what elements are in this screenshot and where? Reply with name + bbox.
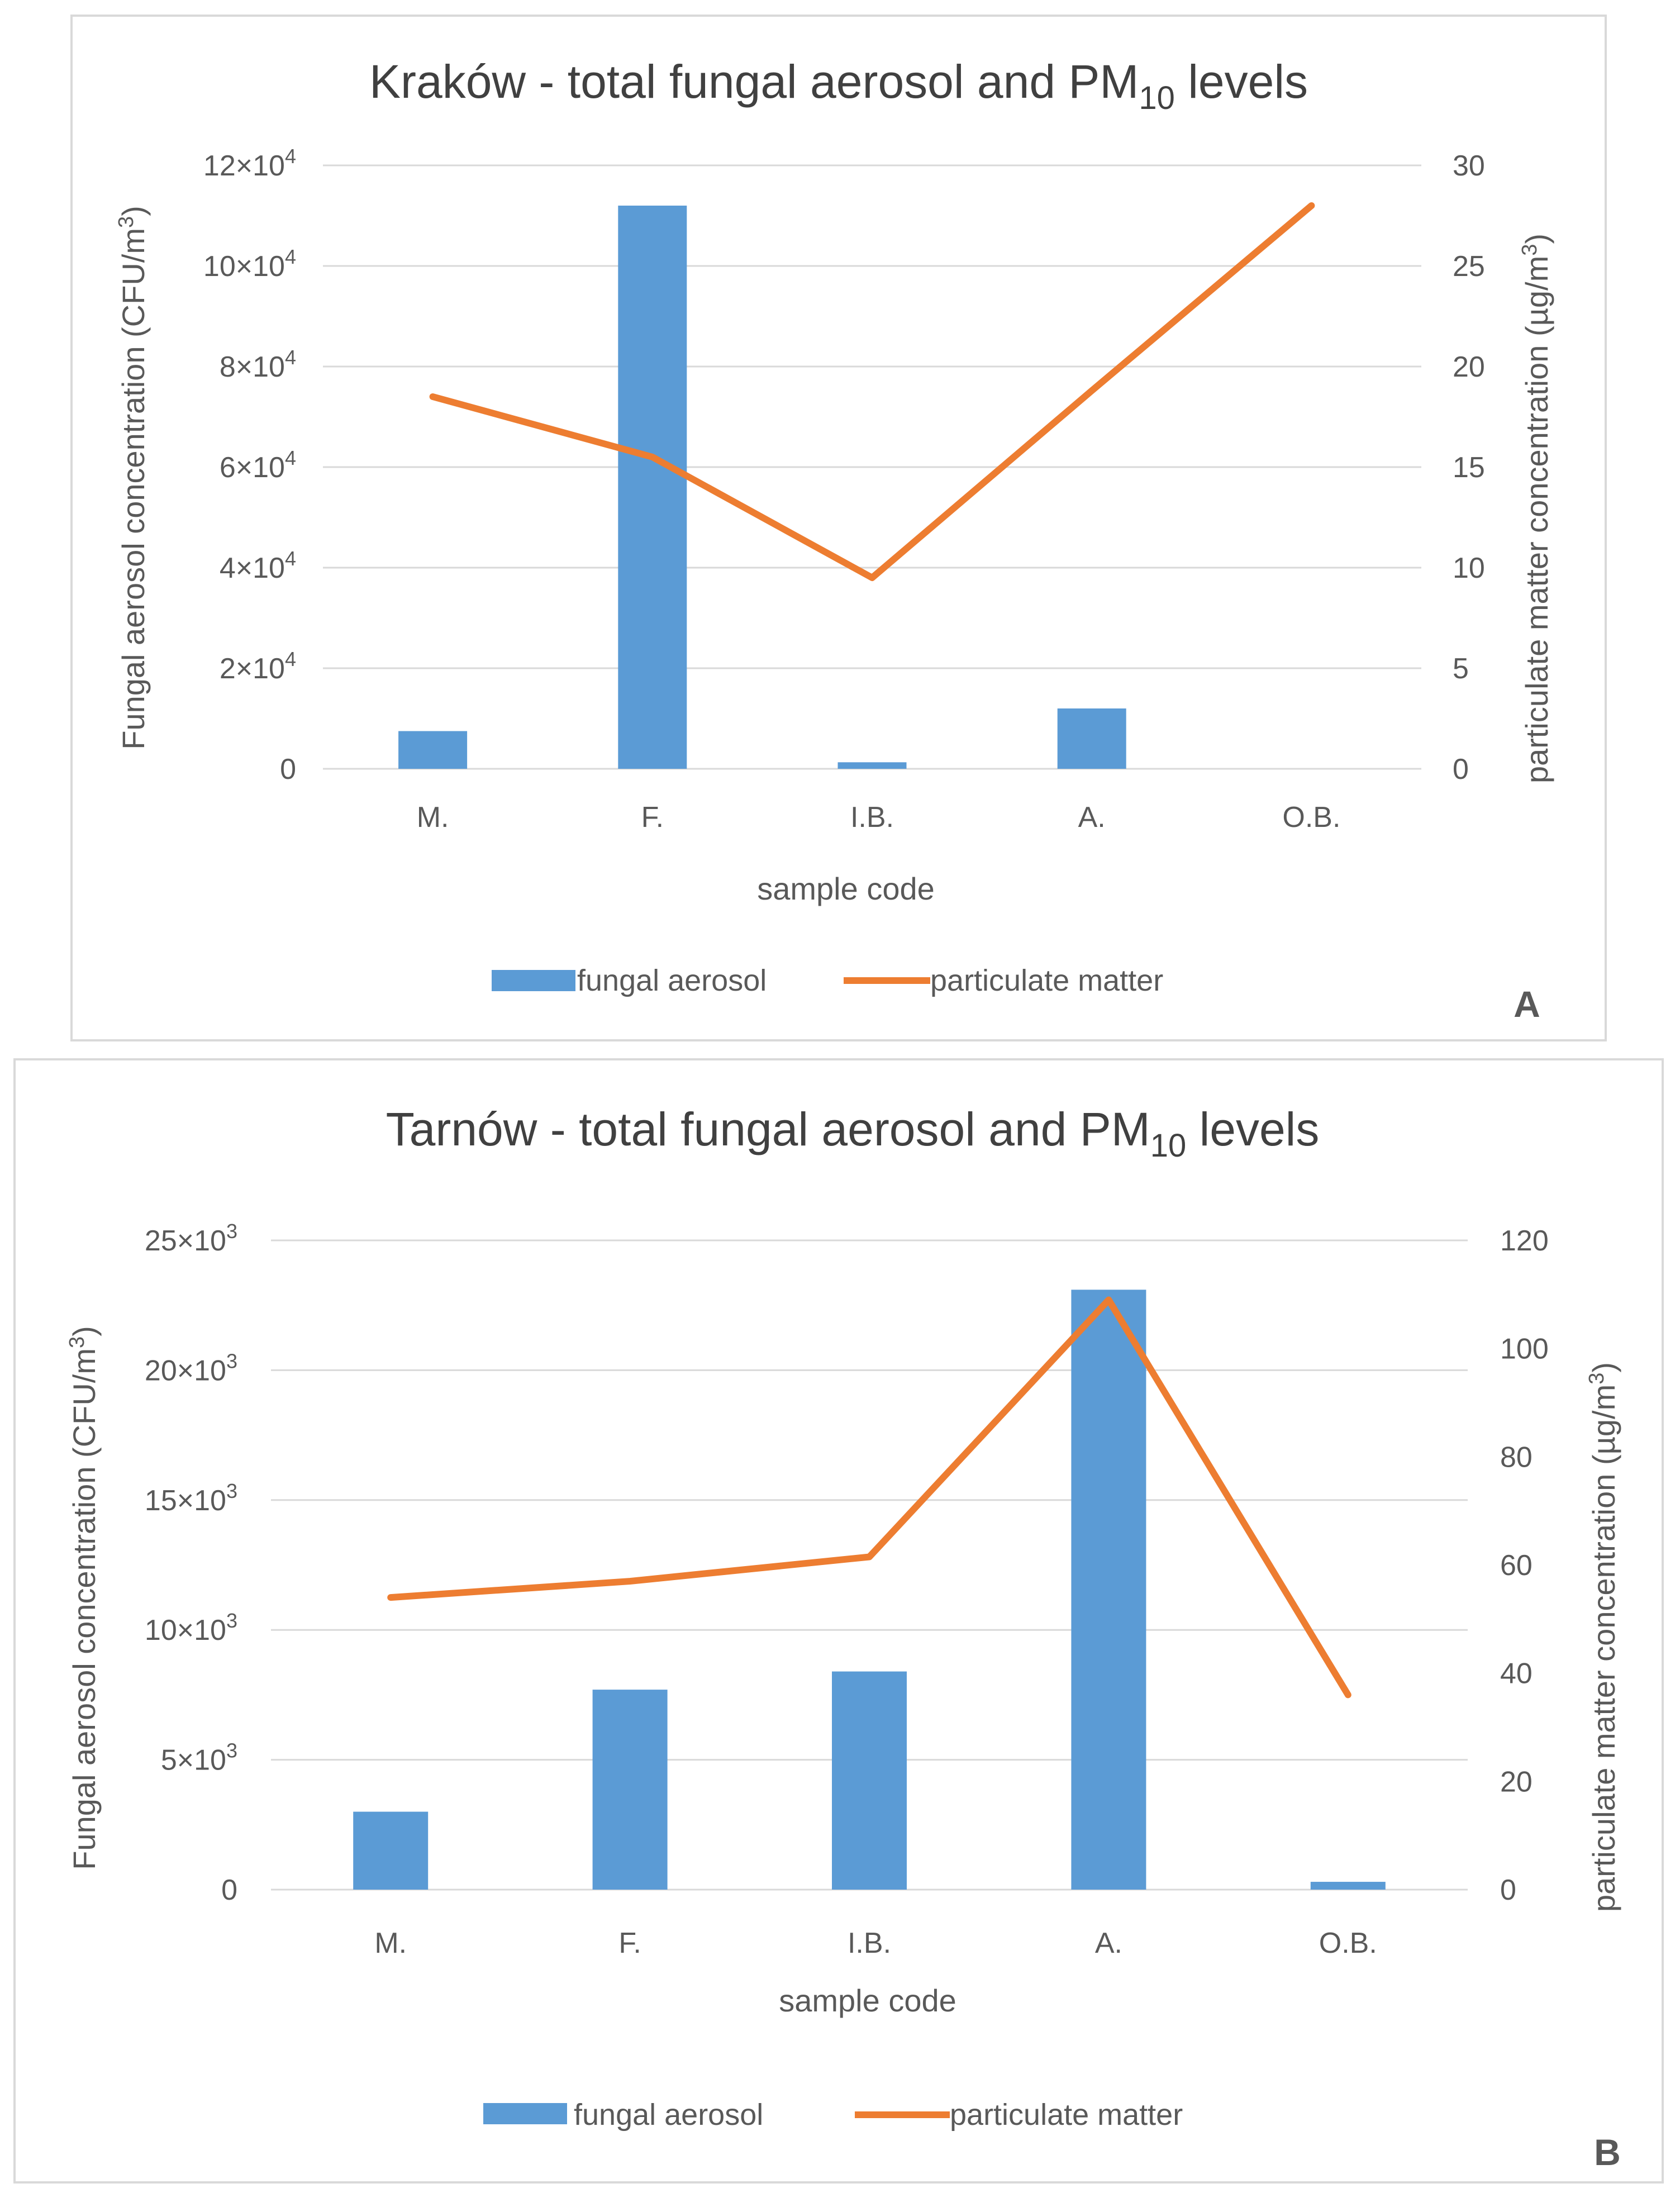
right-axis-ticks: 0 5 10 15 20 25 30 <box>1453 150 1485 786</box>
left-tick-label: 12×104 <box>203 145 296 182</box>
panel-label: B <box>1594 2132 1621 2173</box>
chart-panel-krakow: Kraków - total fungal aerosol and PM10 l… <box>70 15 1607 1041</box>
left-tick-label: 15×103 <box>145 1480 237 1517</box>
left-tick-label: 10×103 <box>145 1609 237 1647</box>
line-series <box>429 202 1315 581</box>
legend-swatch-fungal-aerosol <box>483 2103 567 2124</box>
right-tick-label: 100 <box>1500 1333 1549 1366</box>
bars <box>398 206 1126 769</box>
right-tick-label: 5 <box>1453 653 1469 685</box>
point-particulate-matter <box>432 396 434 397</box>
category-label: I.B. <box>848 1927 891 1959</box>
point-particulate-matter <box>872 577 873 578</box>
category-label: F. <box>618 1927 641 1959</box>
left-axis-ticks: 0 2×104 4×104 6×104 8×104 10×104 12×104 <box>203 145 296 786</box>
legend: fungal aerosol particulate matter <box>483 2098 1183 2132</box>
point-particulate-matter <box>1108 1299 1110 1301</box>
category-ticks: M. F. I.B. A. O.B. <box>417 801 1341 834</box>
left-tick-label: 5×103 <box>161 1739 237 1777</box>
left-tick-label: 6×104 <box>220 446 296 484</box>
bar-fungal-aerosol <box>1310 1882 1386 1890</box>
category-label: F. <box>641 801 664 834</box>
bar-fungal-aerosol <box>353 1811 429 1890</box>
legend-swatch-fungal-aerosol <box>492 970 575 991</box>
panel-border <box>70 15 1607 1041</box>
category-label: O.B. <box>1282 801 1340 834</box>
left-tick-label: 8×104 <box>220 346 296 383</box>
left-tick-label: 4×104 <box>220 547 296 584</box>
y-axis-right-label: particulate matter concentration (µg/m3) <box>1585 1362 1621 1912</box>
point-particulate-matter <box>651 456 653 458</box>
bar-fungal-aerosol <box>837 762 907 769</box>
right-tick-label: 10 <box>1453 552 1485 584</box>
right-tick-label: 30 <box>1453 150 1485 182</box>
point-particulate-matter <box>869 1556 870 1558</box>
left-tick-label: 25×103 <box>145 1220 237 1257</box>
panel-border <box>13 1058 1664 2184</box>
category-label: M. <box>374 1927 407 1959</box>
right-tick-label: 20 <box>1500 1766 1533 1798</box>
left-tick-label: 2×104 <box>220 648 296 685</box>
category-ticks: M. F. I.B. A. O.B. <box>374 1927 1377 1959</box>
legend-label-fungal-aerosol: fungal aerosol <box>577 964 767 997</box>
category-label: A. <box>1078 801 1106 834</box>
bar-fungal-aerosol <box>592 1690 668 1890</box>
category-label: I.B. <box>850 801 894 834</box>
panel-label: A <box>1514 983 1540 1025</box>
left-axis-ticks: 0 5×103 10×103 15×103 20×103 25×103 <box>145 1220 237 1906</box>
bar-fungal-aerosol <box>1071 1290 1146 1890</box>
right-tick-label: 0 <box>1453 753 1469 786</box>
right-tick-label: 60 <box>1500 1549 1533 1582</box>
point-particulate-matter <box>1311 205 1312 206</box>
chart-title: Tarnów - total fungal aerosol and PM10 l… <box>386 1103 1320 1164</box>
left-tick-label: 20×103 <box>145 1349 237 1387</box>
bar-fungal-aerosol <box>832 1671 907 1890</box>
bar-fungal-aerosol <box>1057 708 1126 769</box>
legend-label-fungal-aerosol: fungal aerosol <box>574 2098 763 2132</box>
point-particulate-matter <box>1347 1694 1349 1696</box>
chart-title: Kraków - total fungal aerosol and PM10 l… <box>369 55 1308 116</box>
x-axis-label: sample code <box>757 871 935 906</box>
right-axis-ticks: 0 20 40 60 80 100 120 <box>1500 1225 1549 1906</box>
point-particulate-matter <box>629 1581 631 1582</box>
y-axis-left-label: Fungal aerosol concentration (CFU/m3) <box>65 1326 102 1870</box>
bar-fungal-aerosol <box>398 731 468 769</box>
category-label: O.B. <box>1319 1927 1377 1959</box>
line-series <box>387 1296 1351 1699</box>
y-axis-right-label: particulate matter concentration (µg/m3) <box>1518 234 1554 783</box>
chart-panel-tarnow: Tarnów - total fungal aerosol and PM10 l… <box>13 1058 1664 2184</box>
category-label: M. <box>417 801 449 834</box>
point-particulate-matter <box>390 1597 392 1599</box>
right-tick-label: 80 <box>1500 1441 1533 1473</box>
right-tick-label: 15 <box>1453 451 1485 484</box>
left-tick-label: 0 <box>280 753 296 786</box>
left-tick-label: 0 <box>221 1874 237 1906</box>
bar-fungal-aerosol <box>618 206 687 769</box>
category-label: A. <box>1095 1927 1122 1959</box>
right-tick-label: 40 <box>1500 1658 1533 1690</box>
right-tick-label: 120 <box>1500 1225 1549 1257</box>
right-tick-label: 0 <box>1500 1874 1516 1906</box>
y-axis-left-label: Fungal aerosol concentration (CFU/m3) <box>115 206 151 750</box>
x-axis-label: sample code <box>779 1983 956 2018</box>
legend-label-particulate-matter: particulate matter <box>950 2098 1183 2132</box>
left-tick-label: 10×104 <box>203 245 296 283</box>
bars <box>353 1290 1386 1890</box>
right-tick-label: 25 <box>1453 250 1485 283</box>
point-particulate-matter <box>1091 390 1093 392</box>
legend-label-particulate-matter: particulate matter <box>930 964 1163 997</box>
legend: fungal aerosol particulate matter <box>492 964 1163 997</box>
right-tick-label: 20 <box>1453 351 1485 383</box>
